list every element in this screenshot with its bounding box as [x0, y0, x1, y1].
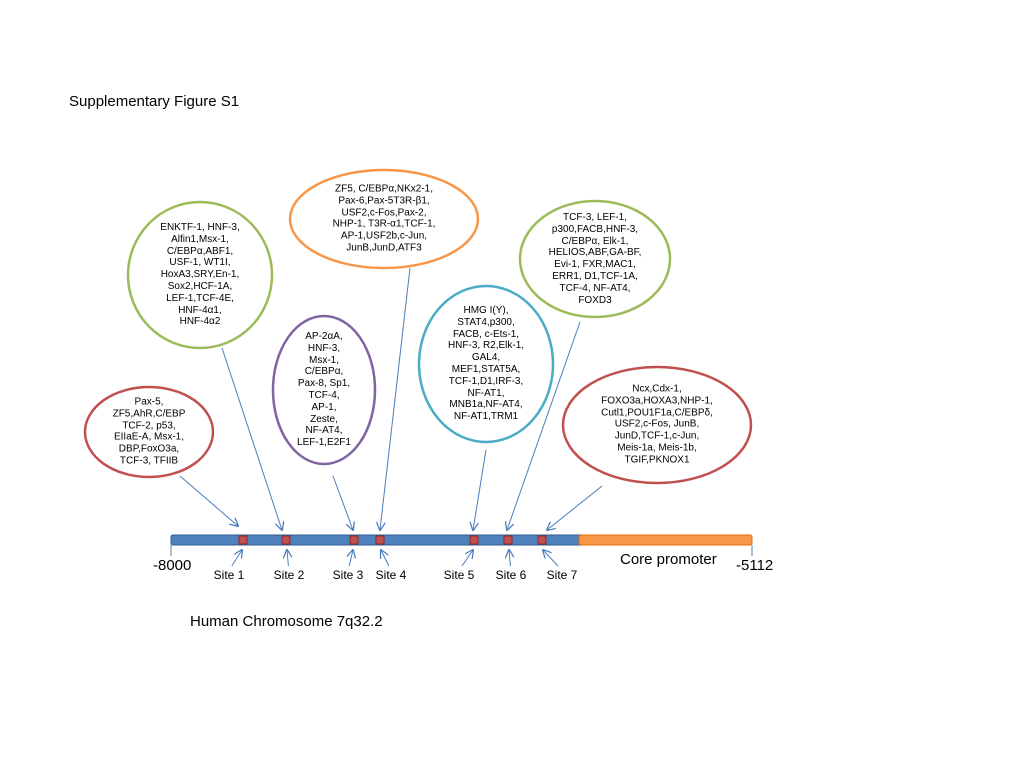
site-marker-6	[503, 535, 513, 545]
site-pointer-arrow-1	[231, 550, 242, 567]
factor-list-site-4: ZF5, C/EBPα,NKx2-1, Pax-6,Pax-5T3R-β1, U…	[332, 183, 436, 254]
factor-list-site-6: TCF-3, LEF-1, p300,FACB,HNF-3, C/EBPα, E…	[548, 211, 642, 306]
factor-ellipse-site-7	[561, 365, 753, 485]
factor-list-site-7: Ncx,Cdx-1, FOXO3a,HOXA3,NHP-1, Cutl1,POU…	[601, 383, 713, 466]
site-label-5: Site 5	[443, 568, 475, 582]
factor-ellipse-site-1	[83, 385, 215, 479]
connector-arrow-site-2	[221, 347, 282, 530]
connector-arrow-site-4	[380, 267, 411, 530]
site-label-6: Site 6	[495, 568, 527, 582]
factor-list-site-2: ENKTF-1, HNF-3, Alfin1,Msx-1, C/EBPα,ABF…	[160, 221, 240, 328]
factor-list-site-3: AP-2αA, HNF-3, Msx-1, C/EBPα, Pax-8, Sp1…	[297, 331, 351, 449]
site-pointer-arrow-2	[287, 550, 288, 567]
site-pointer-arrow-4	[381, 550, 390, 567]
core-promoter-label: Core promoter	[620, 551, 717, 568]
factor-list-site-1: Pax-5, ZF5,AhR,C/EBP TCF-2, p53, EIIaE-A…	[112, 396, 186, 467]
factor-ellipse-site-4	[288, 168, 480, 270]
site-marker-5	[469, 535, 479, 545]
connector-arrow-site-5	[473, 449, 487, 530]
site-marker-2	[281, 535, 291, 545]
site-marker-3	[349, 535, 359, 545]
site-marker-7	[537, 535, 547, 545]
site-label-7: Site 7	[546, 568, 578, 582]
connector-arrow-site-1	[179, 475, 238, 526]
site-label-1: Site 1	[213, 568, 245, 582]
site-marker-4	[375, 535, 385, 545]
factor-ellipse-site-2	[126, 200, 274, 350]
connector-arrow-site-7	[547, 485, 603, 530]
site-pointer-arrow-5	[461, 550, 473, 567]
factor-ellipse-site-3	[271, 314, 377, 466]
site-marker-1	[238, 535, 248, 545]
connector-arrow-site-3	[332, 475, 353, 530]
factor-list-site-5: HMG I(Y), STAT4,p300, FACB, c-Ets-1, HNF…	[447, 305, 525, 423]
site-label-2: Site 2	[273, 568, 305, 582]
site-pointer-arrow-6	[509, 550, 510, 567]
site-label-4: Site 4	[375, 568, 407, 582]
site-pointer-arrow-3	[349, 550, 353, 567]
site-pointer-arrow-7	[543, 550, 559, 567]
core-promoter-bar	[578, 534, 753, 546]
site-label-3: Site 3	[332, 568, 364, 582]
chromosome-label: Human Chromosome 7q32.2	[190, 613, 383, 630]
connector-arrow-site-6	[507, 321, 581, 530]
end-position-label: -5112	[736, 557, 774, 574]
factor-ellipse-site-6	[518, 199, 672, 319]
start-position-label: -8000	[153, 557, 192, 574]
figure-title: Supplementary Figure S1	[69, 93, 240, 110]
factor-ellipse-site-5	[417, 284, 555, 444]
